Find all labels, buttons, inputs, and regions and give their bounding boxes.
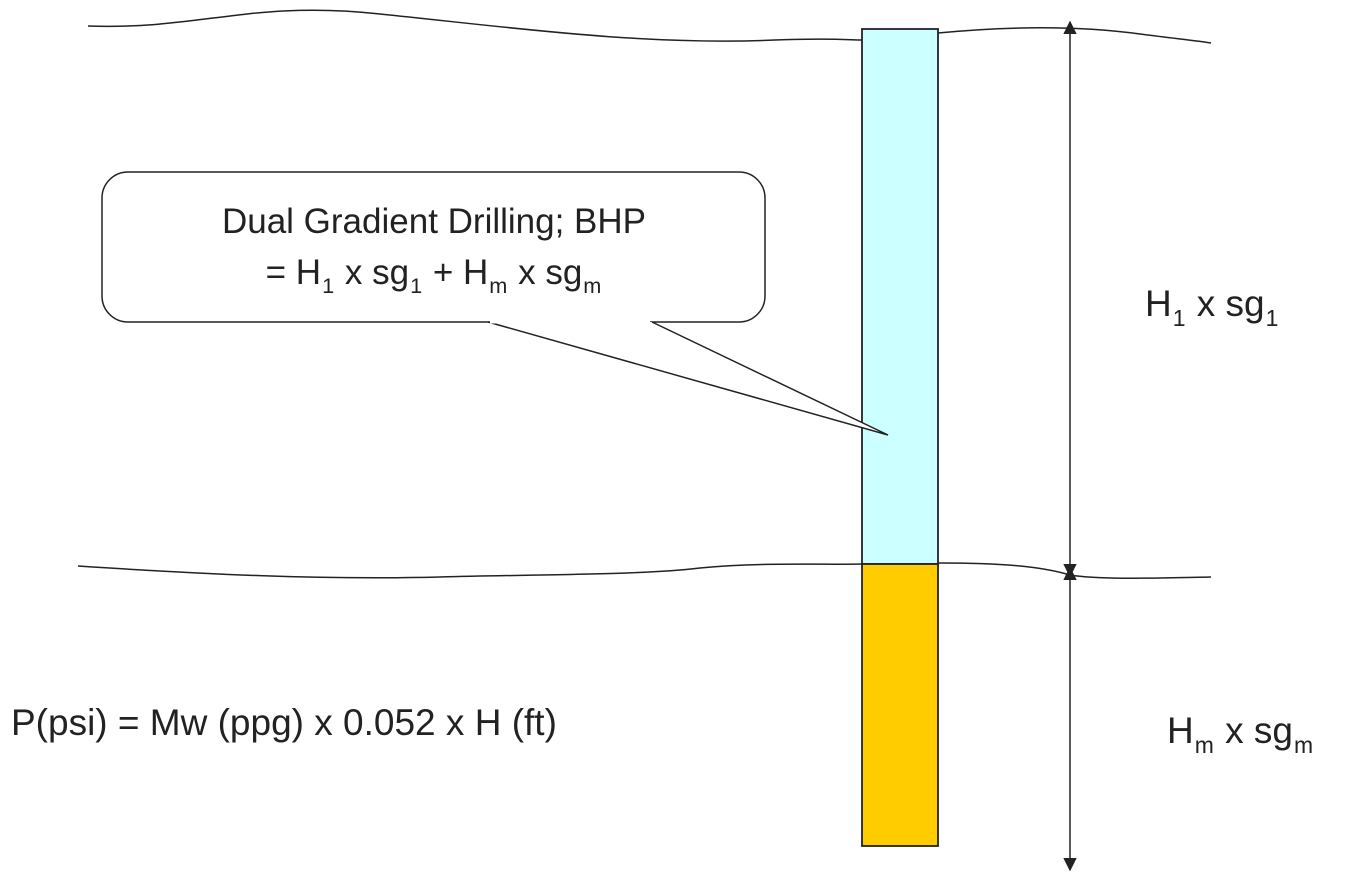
callout-box bbox=[101, 171, 766, 323]
upper-label-x-sg: x sg bbox=[1186, 283, 1265, 324]
lower-label-h-subscript: m bbox=[1194, 731, 1214, 758]
callout-h1: H bbox=[295, 253, 322, 292]
callout-x-sg1: x sg bbox=[335, 253, 410, 292]
callout-hm-subscript: m bbox=[489, 273, 508, 299]
interface-line bbox=[77, 562, 1212, 579]
callout-plus: + bbox=[423, 253, 464, 292]
top-boundary-line bbox=[87, 9, 1212, 44]
callout-sg1-subscript: 1 bbox=[410, 273, 423, 299]
callout-h1-subscript: 1 bbox=[322, 273, 335, 299]
callout-pointer bbox=[487, 321, 889, 436]
lower-label-h: H bbox=[1167, 710, 1194, 751]
lower-label-x-sg: x sg bbox=[1214, 710, 1293, 751]
lower-column-label: Hm x sgm bbox=[1167, 710, 1314, 756]
callout-sgm-subscript: m bbox=[583, 273, 602, 299]
lower-fluid-column bbox=[861, 563, 939, 847]
upper-fluid-column bbox=[861, 28, 939, 565]
pressure-formula: P(psi) = Mw (ppg) x 0.052 x H (ft) bbox=[11, 702, 557, 743]
upper-label-sg-subscript: 1 bbox=[1265, 304, 1279, 331]
callout-title: Dual Gradient Drilling; BHP bbox=[221, 202, 647, 241]
callout-hm: H bbox=[463, 253, 489, 292]
callout-equation: = H1 x sg1 + Hm x sgm bbox=[104, 253, 764, 296]
lower-label-sg-subscript: m bbox=[1293, 731, 1314, 758]
callout-eq-sign: = bbox=[265, 253, 296, 292]
upper-label-h: H bbox=[1145, 283, 1172, 324]
callout-x-sgm: x sg bbox=[508, 253, 583, 292]
upper-column-label: H1 x sg1 bbox=[1145, 283, 1279, 329]
upper-label-h-subscript: 1 bbox=[1172, 304, 1186, 331]
